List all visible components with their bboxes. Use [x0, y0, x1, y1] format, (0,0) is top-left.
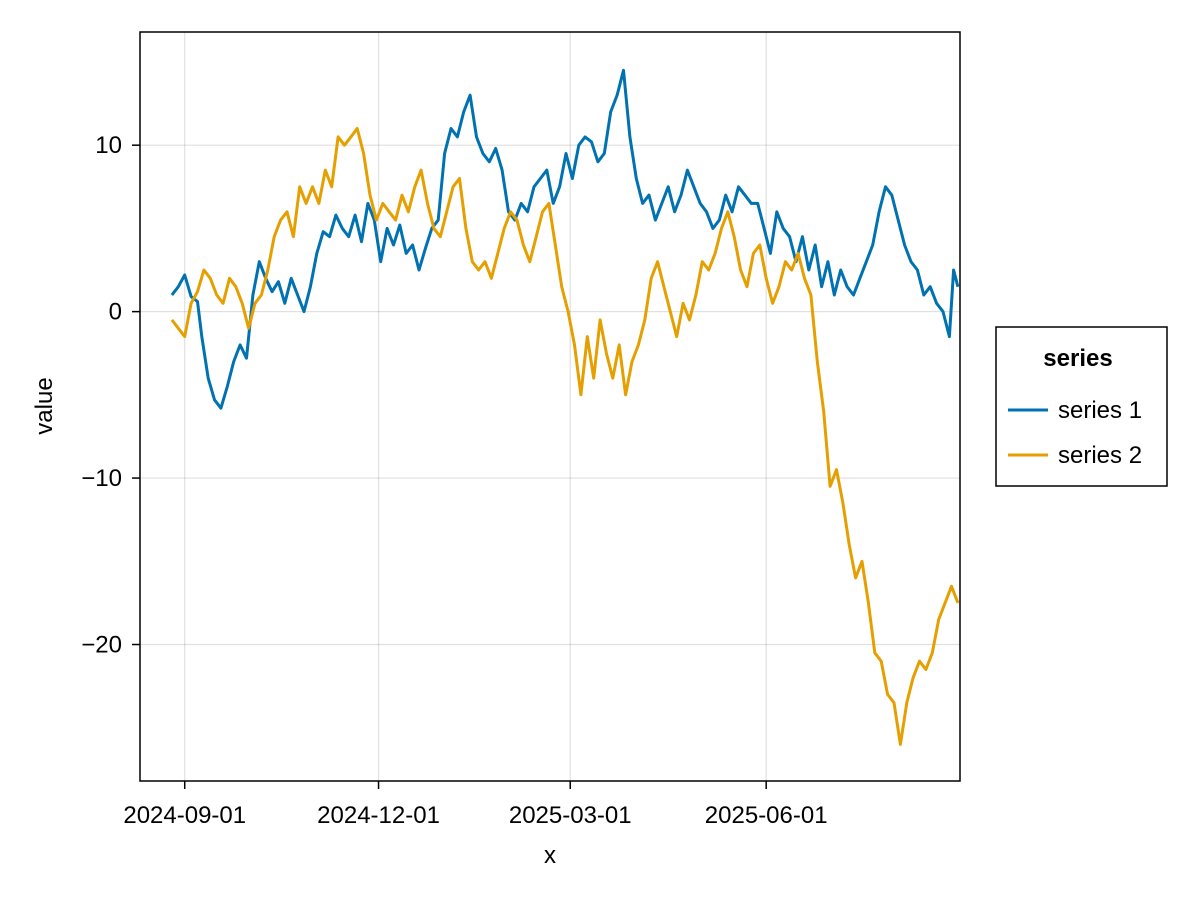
x-tick-label: 2025-03-01 [509, 802, 632, 829]
legend-title: series [1043, 345, 1112, 372]
grid [140, 32, 960, 781]
legend-label-series-2: series 2 [1058, 442, 1142, 469]
series-layer [170, 68, 960, 746]
series-line-1 [170, 68, 960, 410]
y-tick-label: 0 [109, 299, 122, 326]
ticks: 2024-09-01 2024-12-01 2025-03-01 2025-06-01… [81, 132, 827, 829]
y-tick-label: −20 [81, 632, 122, 659]
legend-label-series-1: series 1 [1058, 397, 1142, 424]
y-tick-label: −10 [81, 465, 122, 492]
x-tick-label: 2024-09-01 [123, 802, 246, 829]
x-axis-label: x [544, 842, 556, 869]
y-tick-label: 10 [95, 132, 122, 159]
series-line-2 [170, 127, 960, 746]
y-axis-label: value [31, 377, 58, 434]
legend-box [995, 326, 1168, 487]
plot-frame [139, 31, 961, 782]
x-tick-label: 2025-06-01 [705, 802, 828, 829]
legend: series series 1 series 2 [995, 326, 1168, 487]
x-tick-label: 2024-12-01 [317, 802, 440, 829]
